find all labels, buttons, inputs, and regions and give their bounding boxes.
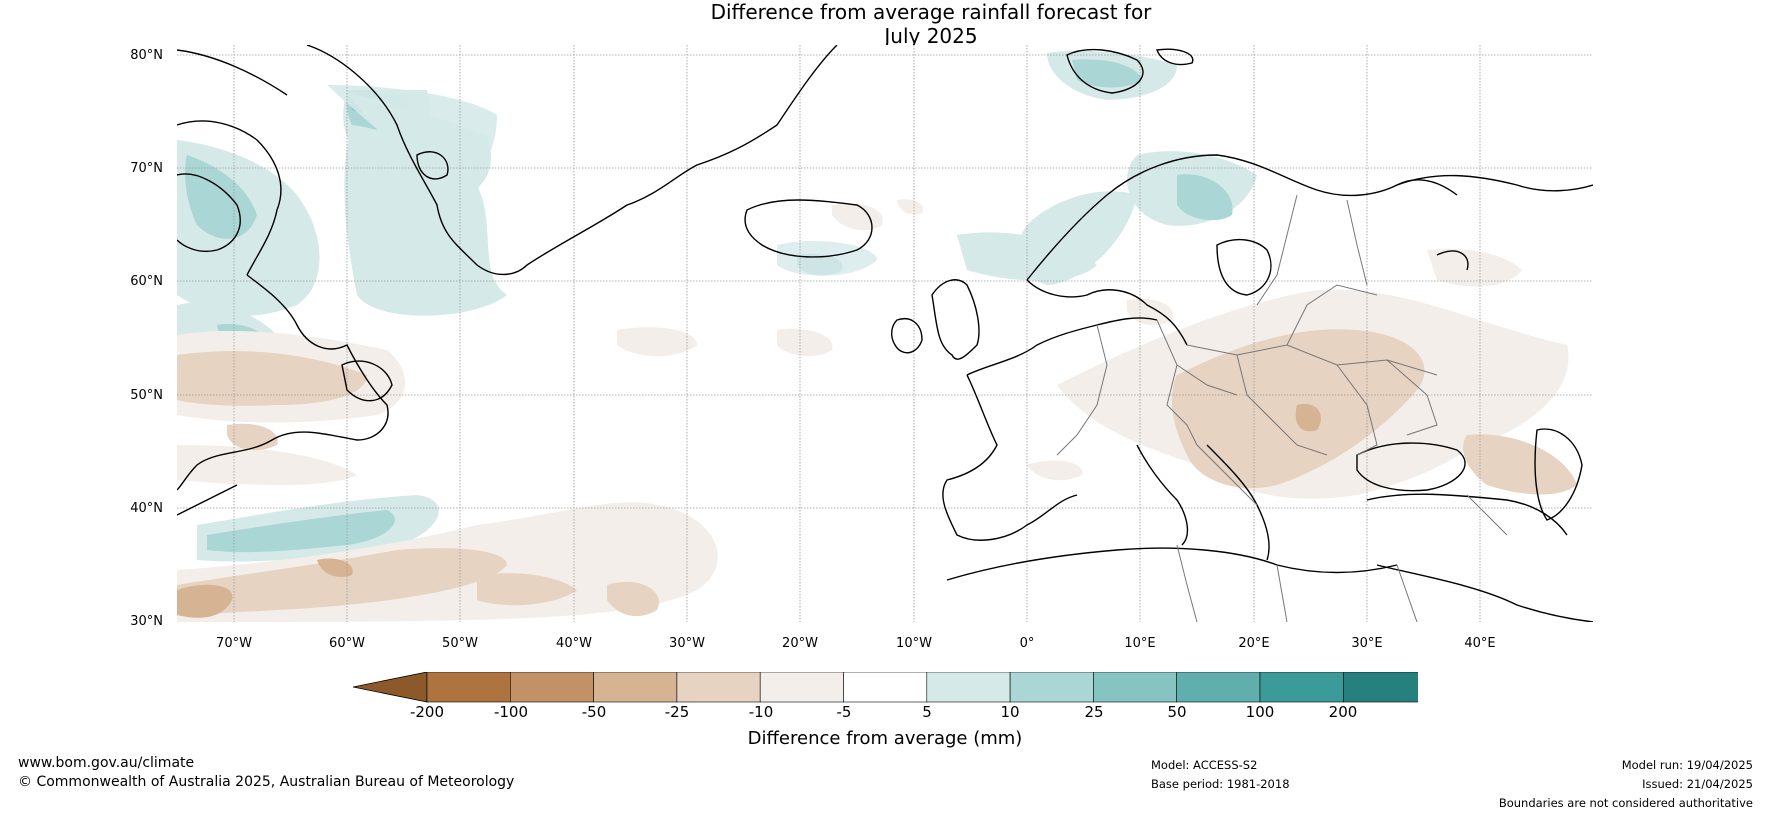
- lon-label-20e: 20°E: [1238, 636, 1270, 651]
- colorbar-label: Difference from average (mm): [747, 728, 1023, 749]
- footer-base-period: Base period: 1981-2018: [1151, 777, 1290, 791]
- colorbar-tick: 25: [1084, 703, 1104, 721]
- colorbar-tick: 10: [1000, 703, 1020, 721]
- colorbar-cell: [676, 672, 761, 703]
- colorbar-cell: [926, 672, 1011, 703]
- lon-label-60w: 60°W: [329, 636, 365, 651]
- lon-label-50w: 50°W: [442, 636, 478, 651]
- colorbar-tick: 50: [1167, 703, 1187, 721]
- lon-label-30w: 30°W: [669, 636, 705, 651]
- colorbar-cell: [1093, 672, 1178, 703]
- colorbar-cell: [1009, 672, 1094, 703]
- country-borders: [1056, 194, 1508, 622]
- lon-label-10e: 10°E: [1124, 636, 1156, 651]
- lon-label-10w: 10°W: [896, 636, 932, 651]
- footer-issued: Issued: 21/04/2025: [1642, 777, 1753, 791]
- colorbar-tick: -200: [409, 703, 445, 721]
- footer-website: www.bom.gov.au/climate: [18, 755, 195, 771]
- lon-label-40e: 40°E: [1464, 636, 1496, 651]
- lat-label-60n: 60°N: [130, 274, 163, 289]
- footer-model-run: Model run: 19/04/2025: [1621, 758, 1753, 772]
- colorbar-tick: -5: [836, 703, 852, 721]
- map-title: Difference from average rainfall forecas…: [0, 0, 1770, 48]
- title-line-2: July 2025: [884, 24, 978, 48]
- colorbar-tick: 200: [1328, 703, 1358, 721]
- footer-disclaimer: Boundaries are not considered authoritat…: [1498, 796, 1753, 810]
- lon-label-0: 0°: [1019, 636, 1035, 651]
- lon-label-40w: 40°W: [556, 636, 592, 651]
- lat-label-70n: 70°N: [130, 161, 163, 176]
- colorbar-tick: -50: [581, 703, 607, 721]
- coastlines: [177, 45, 1593, 622]
- map-svg: [177, 45, 1593, 622]
- colorbar-cell: [1259, 672, 1344, 703]
- graticule: [177, 45, 1593, 622]
- lat-label-30n: 30°N: [130, 614, 163, 629]
- footer-copyright: © Commonwealth of Australia 2025, Austra…: [18, 774, 515, 790]
- colorbar-tick: -10: [748, 703, 774, 721]
- colorbar-cells: [353, 672, 1418, 703]
- title-line-1: Difference from average rainfall forecas…: [710, 0, 1152, 24]
- lon-label-70w: 70°W: [216, 636, 252, 651]
- rainfall-map: [177, 45, 1593, 622]
- footer-model: Model: ACCESS-S2: [1151, 758, 1258, 772]
- lon-label-30e: 30°E: [1351, 636, 1383, 651]
- colorbar-cell: [1176, 672, 1261, 703]
- colorbar-tick: -100: [493, 703, 529, 721]
- colorbar-cell: [593, 672, 678, 703]
- colorbar: [353, 672, 1418, 703]
- colorbar-tick: 5: [922, 703, 932, 721]
- colorbar-cell: [1342, 672, 1418, 703]
- colorbar-tick: -25: [664, 703, 690, 721]
- colorbar-extend-low: [353, 672, 428, 703]
- lat-label-50n: 50°N: [130, 388, 163, 403]
- colorbar-cell: [843, 672, 928, 703]
- lat-label-80n: 80°N: [130, 48, 163, 63]
- colorbar-cell: [426, 672, 511, 703]
- colorbar-cell: [759, 672, 844, 703]
- colorbar-cell: [510, 672, 594, 703]
- colorbar-tick: 100: [1245, 703, 1275, 721]
- lon-label-20w: 20°W: [782, 636, 818, 651]
- lat-label-40n: 40°N: [130, 501, 163, 516]
